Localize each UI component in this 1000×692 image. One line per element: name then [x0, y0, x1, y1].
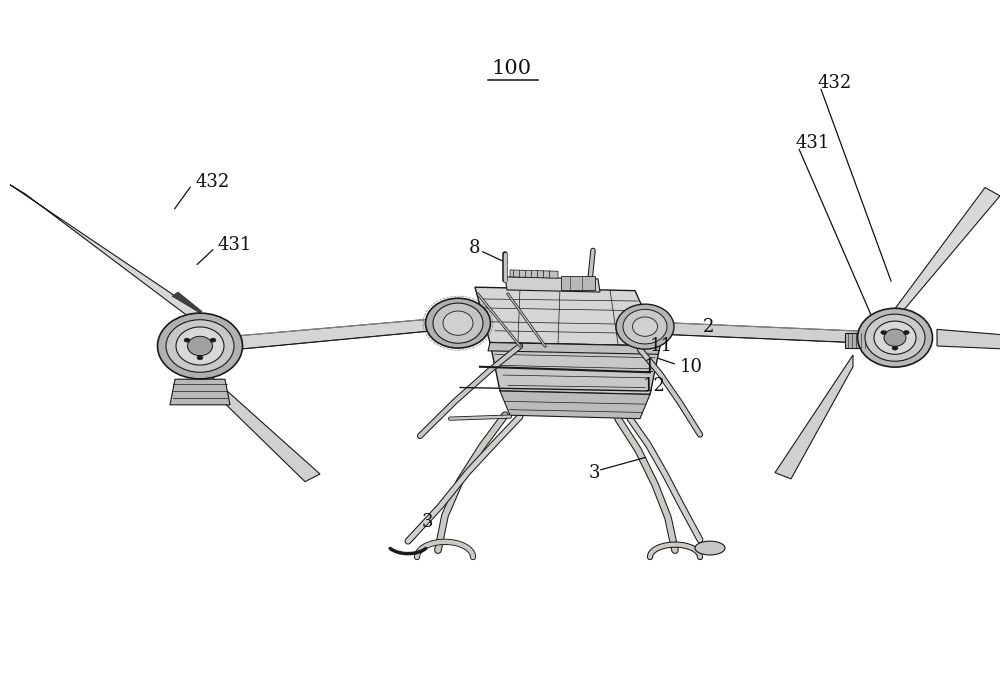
- Polygon shape: [172, 292, 202, 313]
- Polygon shape: [200, 367, 320, 482]
- Ellipse shape: [188, 336, 212, 356]
- Polygon shape: [200, 317, 455, 353]
- Polygon shape: [775, 355, 853, 479]
- Polygon shape: [895, 188, 1000, 320]
- Polygon shape: [645, 322, 885, 344]
- FancyBboxPatch shape: [845, 333, 883, 348]
- Ellipse shape: [623, 309, 667, 344]
- Circle shape: [903, 331, 909, 335]
- Polygon shape: [937, 329, 1000, 349]
- Ellipse shape: [433, 303, 483, 343]
- Text: 1: 1: [644, 358, 656, 376]
- Polygon shape: [505, 277, 600, 292]
- Text: 3: 3: [588, 464, 600, 482]
- Ellipse shape: [884, 329, 906, 346]
- Text: 11: 11: [650, 337, 673, 355]
- Text: 100: 100: [492, 60, 532, 78]
- Text: 431: 431: [218, 236, 252, 254]
- Ellipse shape: [443, 311, 473, 336]
- Ellipse shape: [426, 298, 490, 348]
- Ellipse shape: [874, 321, 916, 354]
- Ellipse shape: [158, 313, 242, 379]
- Circle shape: [881, 331, 887, 335]
- Ellipse shape: [616, 304, 674, 349]
- Text: 12: 12: [643, 377, 666, 395]
- Polygon shape: [475, 287, 660, 346]
- FancyBboxPatch shape: [561, 276, 595, 290]
- Polygon shape: [490, 343, 660, 394]
- Circle shape: [197, 356, 203, 360]
- Text: 2: 2: [703, 318, 714, 336]
- Ellipse shape: [865, 314, 925, 361]
- Text: 3: 3: [421, 513, 433, 531]
- Text: 8: 8: [468, 239, 480, 257]
- Text: 431: 431: [795, 134, 829, 152]
- Text: 432: 432: [195, 173, 229, 191]
- Circle shape: [892, 346, 898, 350]
- Polygon shape: [510, 270, 558, 278]
- Ellipse shape: [166, 320, 234, 372]
- Text: 432: 432: [817, 74, 851, 92]
- Ellipse shape: [176, 327, 224, 365]
- Ellipse shape: [633, 317, 658, 336]
- Text: 10: 10: [680, 358, 703, 376]
- Circle shape: [210, 338, 216, 343]
- Ellipse shape: [858, 308, 932, 367]
- Circle shape: [184, 338, 190, 343]
- Polygon shape: [500, 391, 650, 419]
- Polygon shape: [170, 379, 230, 405]
- Polygon shape: [488, 343, 660, 354]
- Ellipse shape: [695, 541, 725, 555]
- Polygon shape: [10, 185, 200, 325]
